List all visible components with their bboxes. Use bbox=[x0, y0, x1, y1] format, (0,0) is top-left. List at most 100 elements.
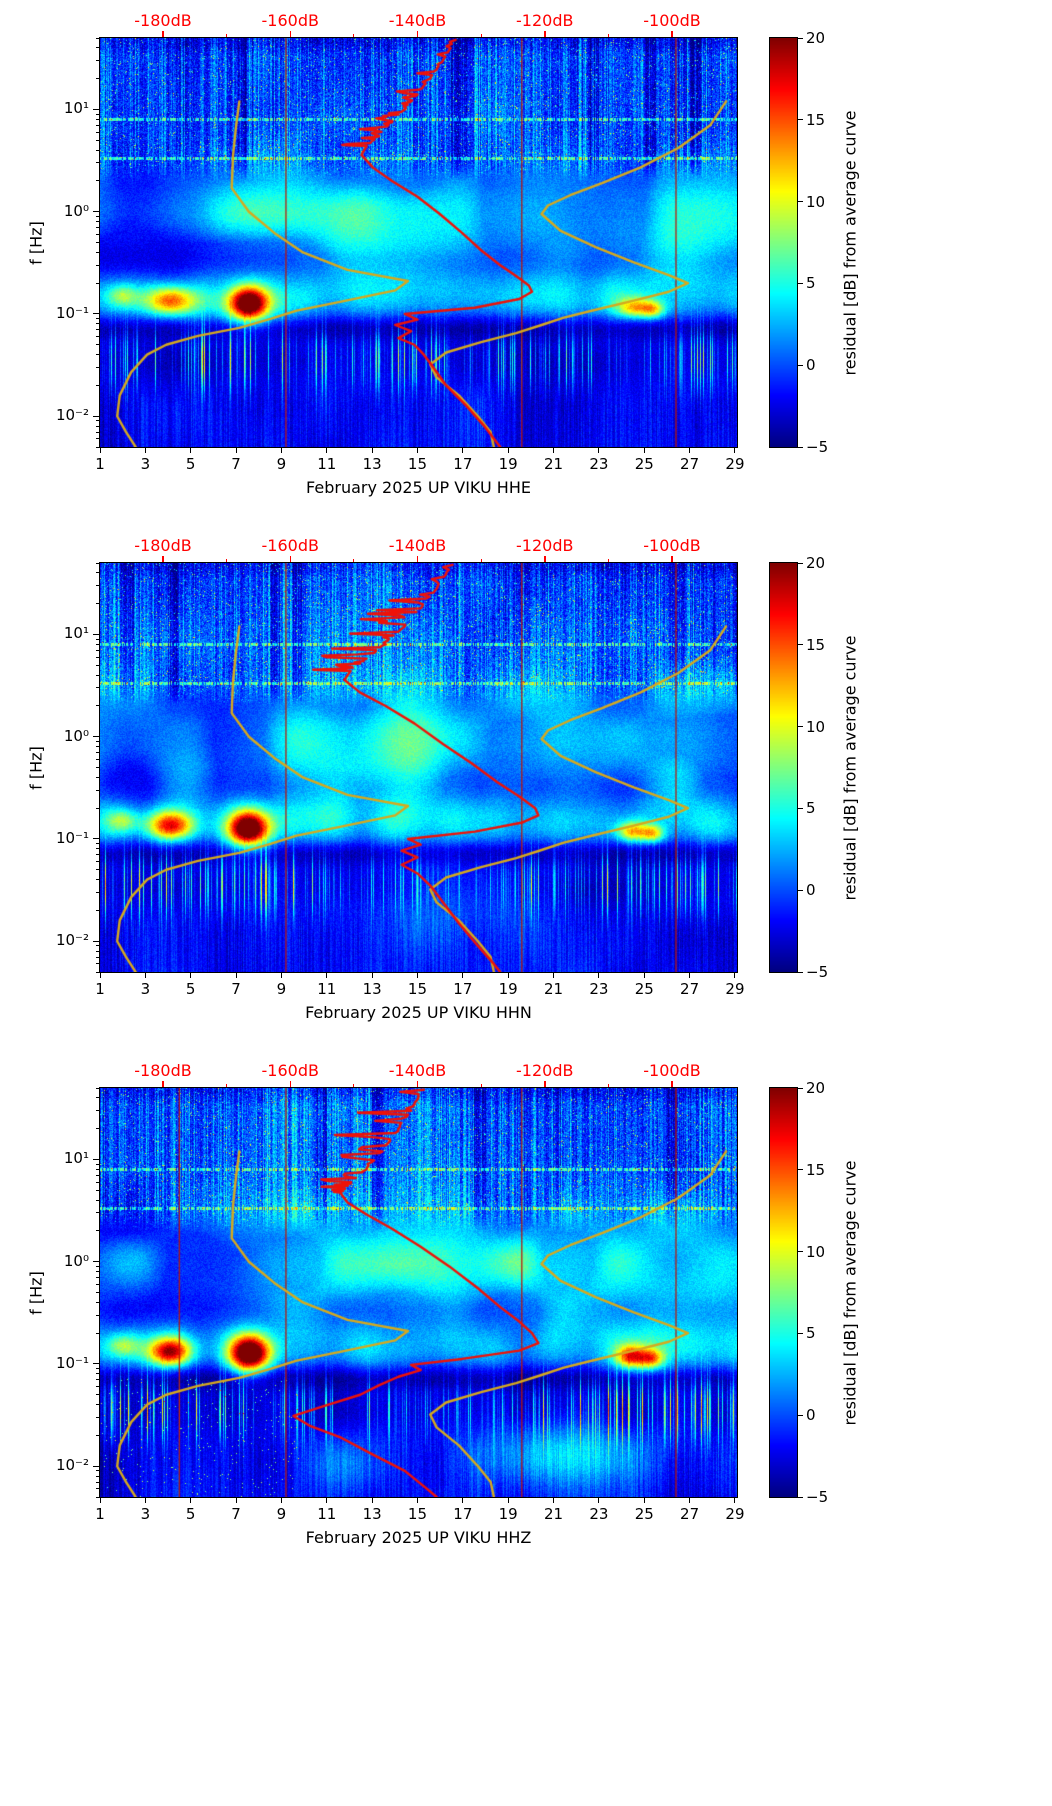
top-axis-tick bbox=[671, 1081, 673, 1087]
x-tick bbox=[99, 1498, 101, 1503]
x-axis-label-HHZ: February 2025 UP VIKU HHZ bbox=[305, 1528, 532, 1547]
x-tick bbox=[235, 973, 237, 978]
y-tick bbox=[93, 1465, 100, 1467]
x-tick bbox=[190, 448, 192, 453]
y-minor-tick bbox=[96, 221, 100, 223]
colorbar-tick-label: −5 bbox=[806, 963, 829, 981]
y-tick-label: 10⁻² bbox=[55, 406, 89, 425]
spectrogram-canvas-HHZ bbox=[100, 1088, 737, 1497]
colorbar-tick-label: 10 bbox=[806, 192, 826, 211]
y-minor-tick bbox=[96, 318, 100, 320]
x-tick bbox=[598, 973, 600, 978]
colorbar-tick-label: 15 bbox=[806, 110, 826, 129]
colorbar-tick bbox=[798, 971, 803, 973]
y-minor-tick bbox=[96, 344, 100, 346]
x-tick bbox=[734, 973, 736, 978]
y-minor-tick bbox=[96, 242, 100, 243]
top-axis-tick bbox=[544, 556, 546, 562]
y-tick bbox=[93, 1261, 100, 1263]
y-minor-tick bbox=[96, 60, 100, 62]
y-minor-tick bbox=[96, 264, 100, 266]
top-axis-label: -140dB bbox=[388, 11, 447, 30]
x-tick-label: 13 bbox=[362, 980, 382, 998]
y-tick bbox=[93, 736, 100, 738]
x-tick bbox=[371, 973, 373, 978]
y-minor-tick bbox=[96, 767, 100, 768]
top-axis-label: -160dB bbox=[261, 536, 319, 555]
top-axis-tick bbox=[162, 1081, 164, 1087]
colorbar-tick-label: 15 bbox=[806, 1160, 826, 1179]
top-axis-label: -120dB bbox=[516, 11, 574, 30]
x-tick bbox=[144, 973, 146, 978]
y-tick-label: 10⁻² bbox=[55, 931, 89, 950]
y-minor-tick bbox=[96, 705, 100, 707]
top-axis-label: -120dB bbox=[516, 1061, 574, 1080]
top-axis-label: -180dB bbox=[134, 1061, 192, 1080]
x-tick-label: 29 bbox=[725, 980, 745, 998]
x-tick bbox=[462, 973, 464, 978]
colorbar-tick bbox=[798, 562, 803, 564]
top-axis-label: -160dB bbox=[261, 1061, 319, 1080]
y-minor-tick bbox=[96, 848, 100, 850]
top-axis-tick bbox=[544, 31, 546, 37]
y-minor-tick bbox=[96, 1128, 100, 1130]
colorbar-tick-label: 20 bbox=[806, 554, 826, 572]
top-axis-tick bbox=[671, 31, 673, 37]
x-tick-label: 9 bbox=[276, 980, 287, 998]
colorbar-tick bbox=[798, 37, 803, 39]
y-minor-tick bbox=[96, 336, 100, 338]
x-tick-label: 7 bbox=[231, 1505, 241, 1523]
x-tick bbox=[598, 448, 600, 453]
y-minor-tick bbox=[96, 1199, 100, 1201]
y-tick bbox=[93, 633, 100, 635]
colorbar-axis-label: residual [dB] from average curve bbox=[840, 110, 860, 375]
x-tick-label: 15 bbox=[407, 980, 428, 998]
x-tick-label: 13 bbox=[362, 1505, 382, 1523]
y-minor-tick bbox=[96, 1368, 100, 1370]
colorbar-tick bbox=[798, 1332, 803, 1334]
x-tick bbox=[643, 1498, 645, 1503]
y-minor-tick bbox=[96, 649, 100, 651]
y-minor-tick bbox=[96, 789, 100, 791]
y-minor-tick bbox=[96, 227, 100, 229]
spectrogram-panel-HHZ: 1 3 5 7 9 11 13 15 17 19 21 23 25 27 29 February 2025 U… bbox=[0, 1050, 1052, 1806]
x-tick-label: 3 bbox=[140, 455, 151, 473]
top-axis-label: -100dB bbox=[643, 11, 701, 30]
y-minor-tick bbox=[96, 1470, 100, 1472]
spectrogram-canvas-HHE bbox=[100, 38, 737, 447]
top-axis-label: -140dB bbox=[388, 536, 447, 555]
colorbar-tick-label: 20 bbox=[806, 1079, 826, 1097]
x-tick-label: 3 bbox=[140, 1505, 151, 1523]
y-axis-label: f [Hz] bbox=[26, 1270, 46, 1315]
x-tick-label: 29 bbox=[725, 1505, 745, 1523]
x-tick bbox=[144, 1498, 146, 1503]
x-tick-label: 25 bbox=[634, 1505, 654, 1523]
x-tick bbox=[280, 973, 282, 978]
y-tick bbox=[93, 415, 100, 417]
x-tick-label: 13 bbox=[362, 455, 382, 473]
top-axis-minor-tick bbox=[480, 559, 482, 562]
y-minor-tick bbox=[96, 638, 100, 640]
y-minor-tick bbox=[96, 1394, 100, 1396]
top-axis-label: -180dB bbox=[134, 536, 192, 555]
colorbar-tick-label: 0 bbox=[806, 356, 816, 375]
colorbar-tick bbox=[798, 807, 803, 809]
x-tick-label: 5 bbox=[185, 980, 196, 998]
y-minor-tick bbox=[96, 1168, 100, 1170]
x-tick-label: 3 bbox=[140, 980, 151, 998]
y-minor-tick bbox=[96, 251, 100, 253]
x-tick bbox=[553, 448, 555, 453]
x-tick bbox=[416, 1498, 418, 1503]
y-minor-tick bbox=[96, 643, 100, 645]
x-tick bbox=[734, 448, 736, 453]
y-minor-tick bbox=[96, 420, 100, 422]
spectrogram-canvas-HHN bbox=[100, 563, 737, 972]
y-minor-tick bbox=[96, 1404, 100, 1406]
top-axis-label: -120dB bbox=[516, 536, 574, 555]
y-axis-label: f [Hz] bbox=[26, 220, 46, 265]
y-minor-tick bbox=[96, 861, 100, 863]
colorbar-tick-label: 10 bbox=[806, 717, 826, 736]
x-tick-label: 25 bbox=[634, 455, 654, 473]
top-axis-tick bbox=[289, 1081, 291, 1087]
colorbar-tick-label: 10 bbox=[806, 1242, 826, 1261]
